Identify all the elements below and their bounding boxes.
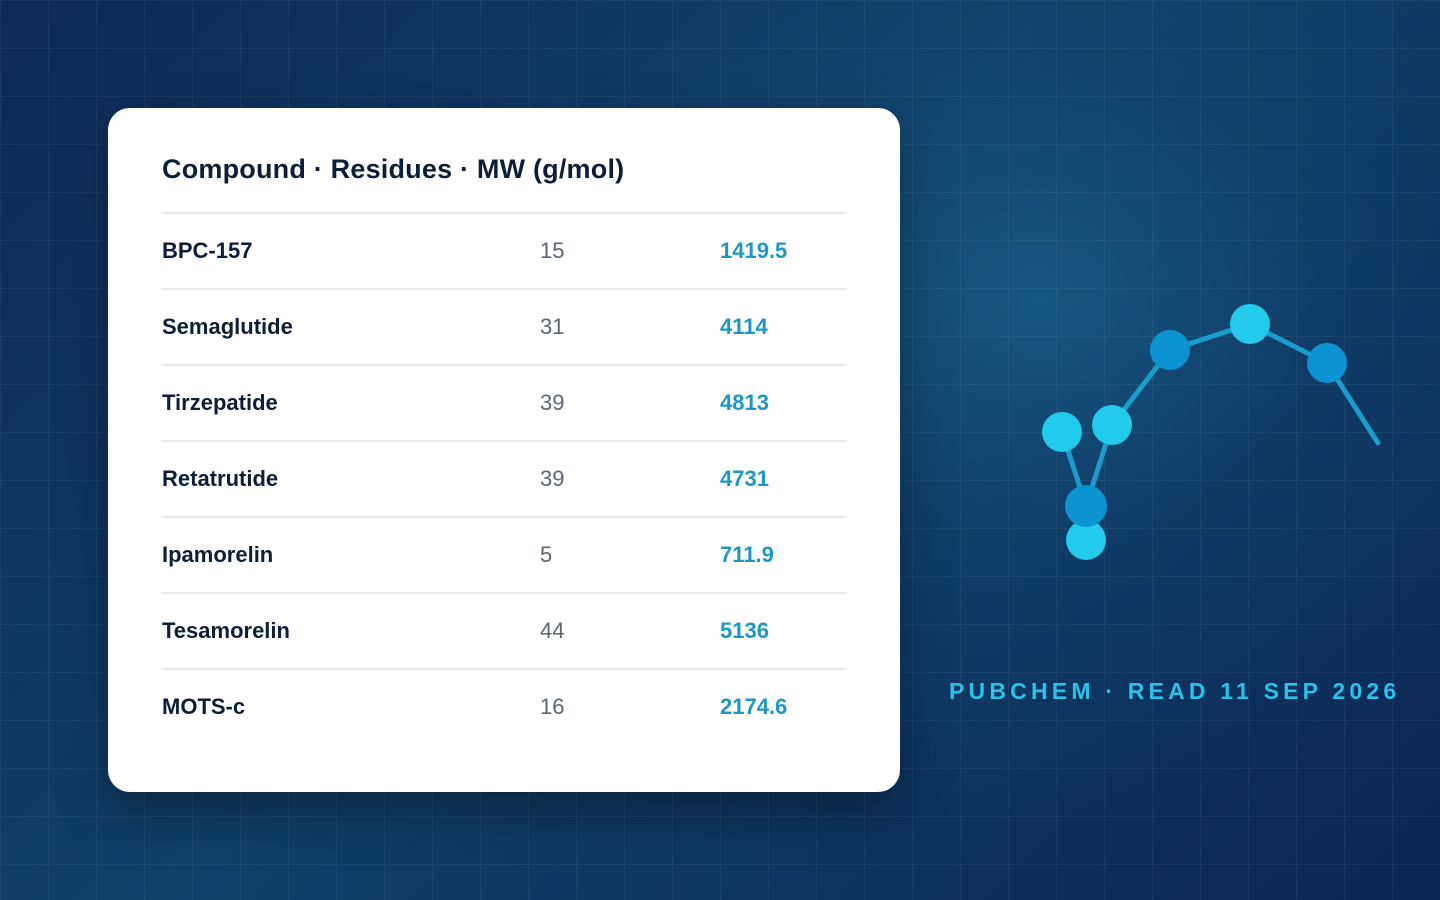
compound-name: Tirzepatide bbox=[162, 390, 278, 415]
atom-node bbox=[1150, 330, 1190, 370]
molecular-weight: 4813 bbox=[720, 390, 769, 415]
table-row: Ipamorelin 5 711.9 bbox=[162, 518, 846, 594]
molecular-weight: 711.9 bbox=[720, 542, 774, 567]
compound-name: BPC-157 bbox=[162, 238, 253, 263]
compound-table: BPC-157 15 1419.5 Semaglutide 31 4114 Ti… bbox=[162, 212, 846, 744]
table-title: Compound · Residues · MW (g/mol) bbox=[162, 154, 625, 184]
molecular-weight: 4114 bbox=[720, 314, 768, 339]
residue-count: 44 bbox=[540, 618, 565, 643]
atom-node bbox=[1065, 485, 1107, 527]
compound-table-card: Compound · Residues · MW (g/mol) BPC-157… bbox=[108, 108, 900, 792]
compound-name: Retatrutide bbox=[162, 466, 279, 491]
table-row: Tesamorelin 44 5136 bbox=[162, 594, 846, 670]
molecular-weight: 1419.5 bbox=[720, 238, 788, 263]
atom-nodes bbox=[1042, 304, 1347, 560]
compound-name: MOTS-c bbox=[162, 694, 246, 719]
atom-node bbox=[1307, 343, 1347, 383]
compound-name: Tesamorelin bbox=[162, 618, 290, 643]
atom-node bbox=[1230, 304, 1270, 344]
molecular-weight: 2174.6 bbox=[720, 694, 788, 719]
compound-name: Ipamorelin bbox=[162, 542, 274, 567]
molecular-weight: 4731 bbox=[720, 466, 769, 491]
residue-count: 16 bbox=[540, 694, 565, 719]
source-label: PUBCHEM · READ 11 SEP 2026 bbox=[949, 678, 1401, 704]
table-row: MOTS-c 16 2174.6 bbox=[162, 670, 846, 744]
atom-node bbox=[1066, 520, 1106, 560]
residue-count: 5 bbox=[540, 542, 553, 567]
atom-node bbox=[1042, 412, 1082, 452]
residue-count: 15 bbox=[540, 238, 565, 263]
residue-count: 39 bbox=[540, 466, 565, 491]
table-row: Retatrutide 39 4731 bbox=[162, 442, 846, 518]
table-row: Tirzepatide 39 4813 bbox=[162, 366, 846, 442]
molecular-weight: 5136 bbox=[720, 618, 769, 643]
table-row: Semaglutide 31 4114 bbox=[162, 290, 846, 366]
atom-node bbox=[1092, 405, 1132, 445]
compound-name: Semaglutide bbox=[162, 314, 293, 339]
table-row: BPC-157 15 1419.5 bbox=[162, 214, 846, 290]
peptide-chain-illustration bbox=[1042, 304, 1381, 560]
residue-count: 39 bbox=[540, 390, 565, 415]
residue-count: 31 bbox=[540, 314, 565, 339]
